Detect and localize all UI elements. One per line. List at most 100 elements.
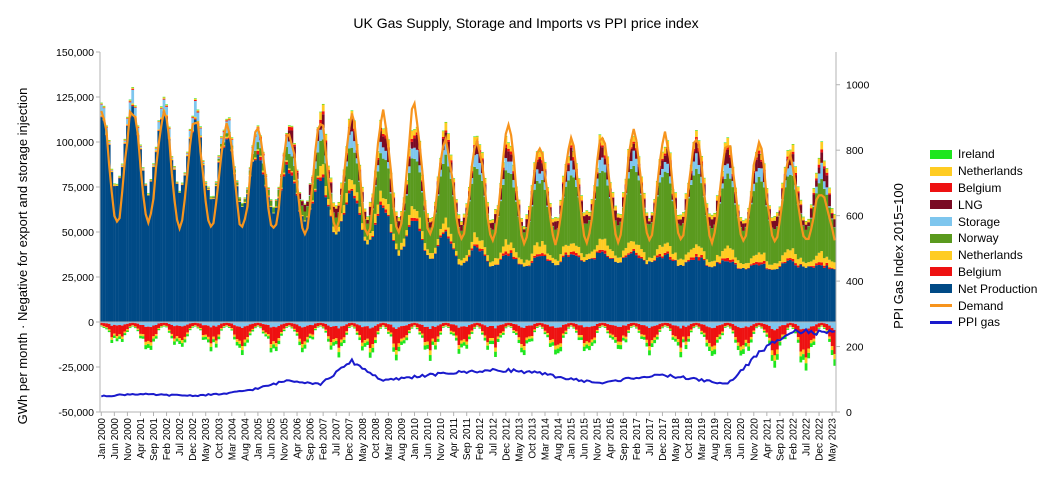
bar-segment: [828, 195, 831, 206]
bar-segment: [277, 341, 280, 344]
bar-segment: [225, 323, 228, 325]
bar-segment: [426, 327, 429, 342]
bar-segment: [635, 159, 638, 172]
bar-segment: [815, 324, 818, 331]
bar-segment: [706, 340, 709, 343]
bar-segment: [311, 203, 314, 322]
bar-segment: [713, 322, 716, 328]
legend-item: Ireland: [930, 146, 1037, 163]
bar-segment: [455, 336, 458, 338]
bar-segment: [191, 116, 194, 117]
bar-segment: [567, 246, 570, 255]
bar-segment: [241, 204, 244, 206]
bar-segment: [544, 255, 547, 256]
x-tick-label: Dec 2007: [345, 418, 356, 461]
bar-segment: [585, 254, 588, 260]
bar-segment: [335, 326, 338, 338]
bar-segment: [525, 338, 528, 341]
bar-segment: [322, 323, 325, 327]
bar-segment: [588, 212, 591, 215]
y-tick-label: 75,000: [62, 182, 94, 194]
bar-segment: [212, 326, 215, 337]
bar-segment: [173, 167, 176, 168]
bar-segment: [364, 237, 367, 241]
bar-segment: [794, 263, 797, 265]
bar-segment: [194, 99, 197, 100]
bar-segment: [794, 254, 797, 263]
bar-segment: [745, 263, 748, 269]
bar-segment: [291, 327, 294, 328]
bar-segment: [134, 323, 137, 326]
bar-segment: [794, 166, 797, 167]
bar-segment: [536, 257, 539, 322]
bar-segment: [437, 245, 440, 246]
bar-segment: [546, 261, 549, 322]
bar-segment: [599, 250, 602, 253]
bar-segment: [291, 127, 294, 130]
bar-segment: [820, 179, 823, 251]
bar-segment: [137, 135, 140, 322]
bar-segment: [726, 138, 729, 146]
bar-segment: [588, 212, 591, 213]
bar-segment: [322, 111, 325, 114]
bar-segment: [617, 327, 620, 342]
bar-segment: [745, 322, 748, 326]
bar-segment: [784, 252, 787, 261]
bar-segment: [614, 262, 617, 322]
bar-segment: [572, 252, 575, 255]
x-tick-label: Oct 2003: [214, 418, 225, 459]
bar-segment: [794, 265, 797, 322]
bar-segment: [502, 333, 505, 335]
x-tick-label: May 2013: [514, 418, 525, 462]
bar-segment: [345, 331, 348, 333]
bar-segment: [465, 255, 468, 260]
bar-segment: [523, 232, 526, 262]
bar-segment: [324, 197, 327, 322]
bar-segment: [583, 213, 586, 216]
bar-segment: [241, 206, 244, 207]
bar-segment: [264, 334, 267, 336]
bar-segment: [596, 324, 599, 330]
bar-segment: [625, 339, 628, 342]
bar-segment: [533, 324, 536, 330]
bar-segment: [640, 325, 643, 334]
bar-segment: [669, 183, 672, 246]
x-tick-label: Sep 2001: [149, 418, 160, 461]
bar-segment: [296, 324, 299, 332]
bar-segment: [763, 253, 766, 261]
bar-segment: [632, 251, 635, 322]
bar-segment: [126, 329, 129, 330]
bar-segment: [338, 348, 341, 352]
bar-segment: [131, 89, 134, 90]
bar-segment: [570, 326, 573, 327]
bar-segment: [612, 259, 615, 322]
bar-segment: [424, 250, 427, 251]
bar-segment: [220, 136, 223, 137]
y2-axis-label: PPI Gas Index 2015=100: [891, 183, 906, 329]
bar-segment: [674, 192, 677, 193]
bar-segment: [523, 346, 526, 350]
bar-segment: [184, 174, 187, 175]
bar-segment: [766, 333, 769, 335]
bar-segment: [291, 323, 294, 327]
bar-segment: [351, 191, 354, 322]
bar-segment: [437, 322, 440, 326]
bar-segment: [766, 268, 769, 269]
x-tick-label: Dec 2017: [658, 418, 669, 461]
bar-segment: [625, 337, 628, 339]
bar-segment: [831, 209, 834, 213]
bar-segment: [661, 327, 664, 328]
bar-segment: [398, 322, 401, 327]
bar-segment: [345, 166, 348, 193]
bar-segment: [677, 260, 680, 266]
bar-segment: [807, 262, 810, 266]
bar-segment: [147, 194, 150, 195]
bar-segment: [799, 204, 802, 205]
bar-segment: [706, 322, 709, 326]
bar-segment: [538, 159, 541, 174]
bar-segment: [181, 322, 184, 326]
bar-segment: [285, 162, 288, 165]
bar-segment: [113, 184, 116, 185]
bar-segment: [121, 164, 124, 165]
